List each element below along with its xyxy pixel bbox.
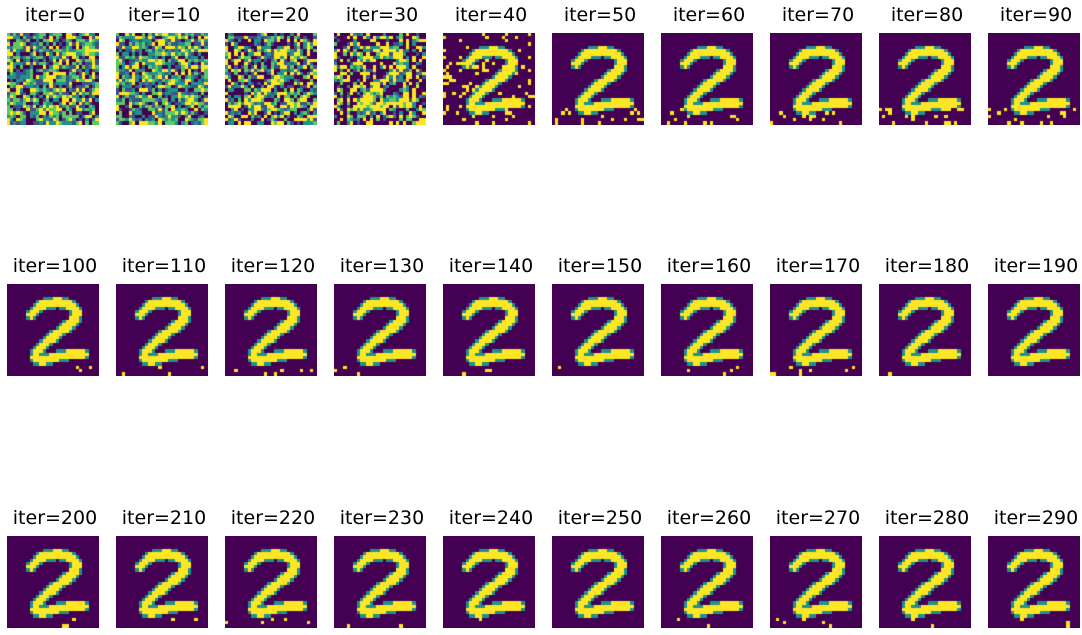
panel-title: iter=0 (24, 4, 86, 26)
panel-title: iter=210 (121, 507, 207, 529)
sample-image (116, 536, 208, 628)
sample-image (879, 33, 971, 125)
sample-image (988, 33, 1080, 125)
panel-title: iter=30 (345, 4, 419, 26)
sample-image (443, 536, 535, 628)
sample-image (552, 33, 644, 125)
panel-title: iter=150 (557, 255, 643, 277)
panel-title: iter=120 (230, 255, 316, 277)
panel-title: iter=160 (666, 255, 752, 277)
panel-title: iter=50 (563, 4, 637, 26)
panel-title: iter=250 (557, 507, 643, 529)
sample-image (552, 284, 644, 376)
panel-title: iter=220 (230, 507, 316, 529)
panel-title: iter=110 (121, 255, 207, 277)
sample-image (661, 284, 753, 376)
panel-title: iter=20 (236, 4, 310, 26)
sample-image (879, 536, 971, 628)
sample-image (334, 33, 426, 125)
sample-image (334, 284, 426, 376)
panel-title: iter=130 (339, 255, 425, 277)
panel-title: iter=90 (999, 4, 1073, 26)
panel-title: iter=190 (993, 255, 1079, 277)
panel-title: iter=200 (12, 507, 98, 529)
sample-image (443, 284, 535, 376)
panel-title: iter=10 (127, 4, 201, 26)
sample-image (7, 33, 99, 125)
panel-title: iter=60 (672, 4, 746, 26)
sample-image (225, 284, 317, 376)
sample-image (7, 536, 99, 628)
sample-image (225, 536, 317, 628)
panel-title: iter=180 (884, 255, 970, 277)
sample-image (988, 536, 1080, 628)
sample-image (334, 536, 426, 628)
sample-image (770, 33, 862, 125)
panel-title: iter=240 (448, 507, 534, 529)
panel-title: iter=290 (993, 507, 1079, 529)
sample-image (443, 33, 535, 125)
sample-image (988, 284, 1080, 376)
panel-title: iter=230 (339, 507, 425, 529)
panel-title: iter=270 (775, 507, 861, 529)
sample-image (879, 284, 971, 376)
panel-title: iter=280 (884, 507, 970, 529)
sample-image (661, 33, 753, 125)
sample-image (661, 536, 753, 628)
panel-title: iter=70 (781, 4, 855, 26)
sample-image (770, 284, 862, 376)
panel-title: iter=260 (666, 507, 752, 529)
sample-image (225, 33, 317, 125)
panel-title: iter=140 (448, 255, 534, 277)
panel-title: iter=170 (775, 255, 861, 277)
sample-image (116, 33, 208, 125)
sample-image (116, 284, 208, 376)
panel-title: iter=80 (890, 4, 964, 26)
sample-image (770, 536, 862, 628)
panel-title: iter=100 (12, 255, 98, 277)
sample-image (552, 536, 644, 628)
sample-image (7, 284, 99, 376)
panel-title: iter=40 (454, 4, 528, 26)
